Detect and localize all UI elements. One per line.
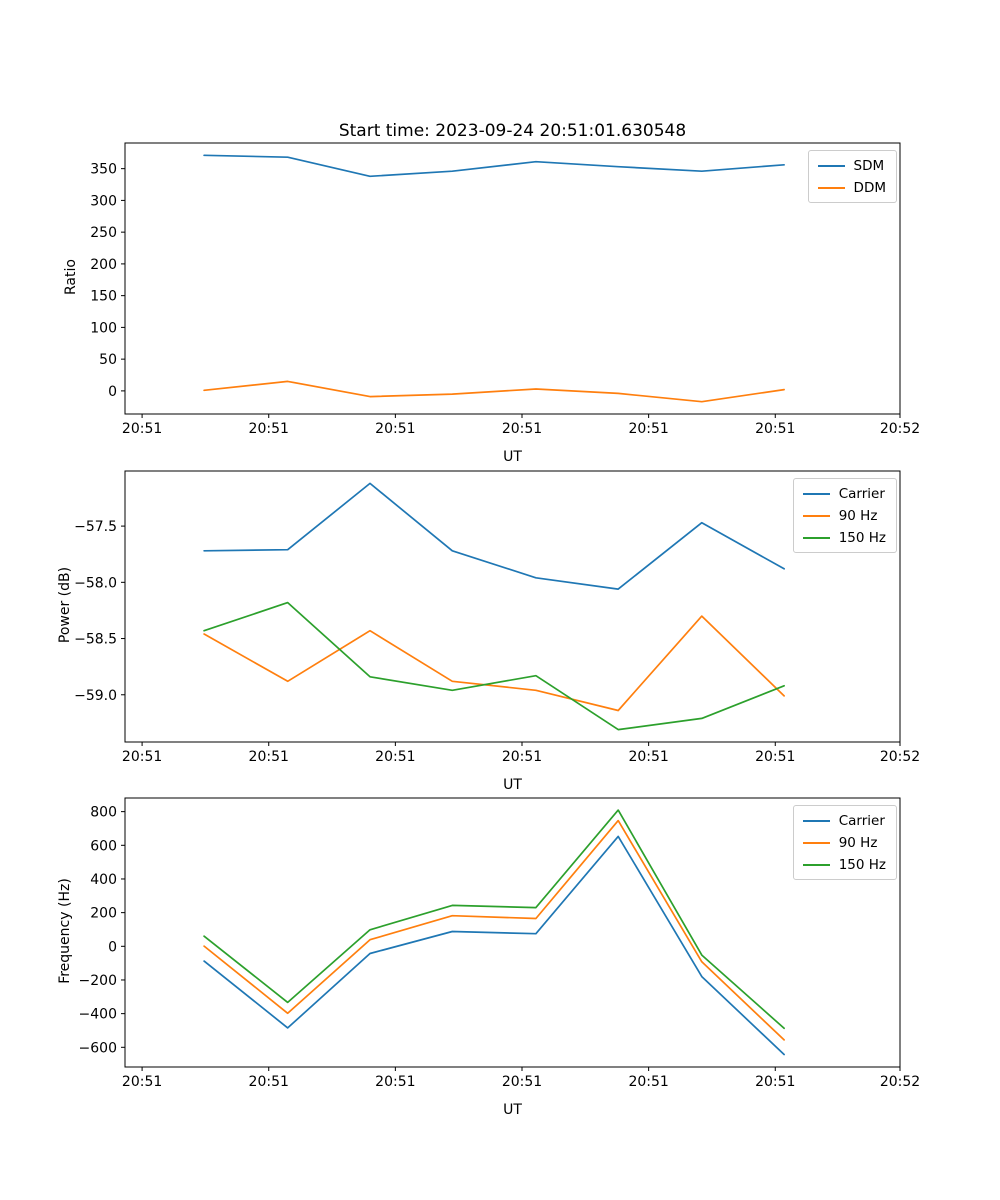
legend-entry-90-hz: 90 Hz (802, 834, 886, 851)
x-tick-label: 20:51 (502, 1074, 542, 1090)
y-tick-label: 50 (99, 352, 117, 368)
x-tick-label: 20:51 (249, 749, 289, 765)
legend-line-swatch (817, 164, 845, 167)
y-tick-label: 300 (90, 193, 117, 209)
y-tick-label: 600 (90, 838, 117, 854)
x-tick-label: 20:51 (755, 421, 795, 437)
figure-title: Start time: 2023-09-24 20:51:01.630548 (338, 121, 687, 141)
y-tick-label: −600 (79, 1040, 117, 1056)
x-tick-label: 20:51 (122, 749, 162, 765)
legend-entry-sdm: SDM (817, 157, 886, 174)
x-tick-label: 20:52 (880, 1074, 920, 1090)
y-tick-label: −400 (79, 1007, 117, 1023)
legend-entry-carrier: Carrier (802, 485, 886, 502)
x-tick-label: 20:51 (628, 749, 668, 765)
legend-label: 90 Hz (838, 834, 878, 851)
ratio-legend: SDM DDM (807, 150, 897, 203)
legend-entry-ddm: DDM (817, 179, 886, 196)
axes-frame (124, 470, 901, 743)
legend-entry-150-hz: 150 Hz (802, 856, 886, 873)
x-tick-label: 20:51 (249, 421, 289, 437)
x-tick-label: 20:51 (375, 1074, 415, 1090)
y-tick-label: 0 (108, 384, 117, 400)
legend-line-swatch (802, 492, 830, 495)
legend-entry-carrier: Carrier (802, 812, 886, 829)
legend-entry-150-hz: 150 Hz (802, 529, 886, 546)
legend-line-swatch (817, 186, 845, 189)
frequency-legend: Carrier 90 Hz 150 Hz (792, 805, 897, 880)
x-tick-label: 20:51 (502, 421, 542, 437)
y-tick-label: −57.5 (74, 519, 117, 535)
series-line-150-hz (203, 809, 785, 1030)
series-line-90-hz (203, 615, 785, 712)
frequency-x-axis-label: UT (503, 1102, 522, 1118)
x-tick-label: 20:51 (249, 1074, 289, 1090)
axes-frame (124, 142, 901, 415)
ratio-x-axis-label: UT (503, 449, 522, 465)
y-tick-label: −59.0 (74, 688, 117, 704)
legend-entry-90-hz: 90 Hz (802, 507, 886, 524)
axes-frame (124, 797, 901, 1068)
x-tick-label: 20:51 (375, 749, 415, 765)
series-line-150-hz (203, 601, 785, 731)
y-tick-label: 200 (90, 257, 117, 273)
y-tick-label: 250 (90, 225, 117, 241)
legend-label: Carrier (838, 485, 885, 502)
power-x-axis-label: UT (503, 777, 522, 793)
series-line-ddm (203, 380, 785, 403)
legend-label: 90 Hz (838, 507, 878, 524)
x-tick-label: 20:51 (122, 1074, 162, 1090)
y-tick-label: 200 (90, 906, 117, 922)
legend-label: Carrier (838, 812, 885, 829)
legend-label: 150 Hz (838, 529, 886, 546)
x-tick-label: 20:51 (502, 749, 542, 765)
y-tick-label: 0 (108, 939, 117, 955)
series-line-sdm (203, 154, 785, 178)
x-tick-label: 20:51 (755, 1074, 795, 1090)
legend-label: 150 Hz (838, 856, 886, 873)
y-tick-label: 150 (90, 289, 117, 305)
y-tick-label: 400 (90, 872, 117, 888)
x-tick-label: 20:51 (375, 421, 415, 437)
legend-line-swatch (802, 841, 830, 844)
power-legend: Carrier 90 Hz 150 Hz (792, 478, 897, 553)
y-tick-label: −58.0 (74, 575, 117, 591)
frequency-y-axis-label: Frequency (Hz) (57, 878, 73, 984)
axes-1: 20:51 20:51 20:51 20:51 20:51 20:51 20:52 −57.5… (74, 470, 920, 765)
axes-0: 20:51 20:51 20:51 20:51 20:51 20:51 20:52 350 30… (90, 142, 920, 437)
series-line-carrier (203, 482, 785, 590)
y-tick-label: 100 (90, 320, 117, 336)
y-tick-label: 350 (90, 162, 117, 178)
power-y-axis-label: Power (dB) (57, 566, 73, 644)
legend-line-swatch (802, 514, 830, 517)
legend-line-swatch (802, 819, 830, 822)
x-tick-label: 20:51 (628, 1074, 668, 1090)
series-line-90-hz (203, 819, 785, 1041)
x-tick-label: 20:52 (880, 421, 920, 437)
x-tick-label: 20:51 (628, 421, 668, 437)
y-tick-label: −200 (79, 973, 117, 989)
legend-line-swatch (802, 863, 830, 866)
ratio-y-axis-label: Ratio (63, 259, 79, 295)
x-tick-label: 20:52 (880, 749, 920, 765)
series-line-carrier (203, 835, 785, 1056)
legend-line-swatch (802, 536, 830, 539)
y-tick-label: 800 (90, 805, 117, 821)
legend-label: DDM (853, 179, 886, 196)
x-tick-label: 20:51 (122, 421, 162, 437)
axes-2: 20:51 20:51 20:51 20:51 20:51 20:51 20:52 800 60… (79, 797, 920, 1090)
y-tick-label: −58.5 (74, 632, 117, 648)
x-tick-label: 20:51 (755, 749, 795, 765)
legend-label: SDM (853, 157, 885, 174)
